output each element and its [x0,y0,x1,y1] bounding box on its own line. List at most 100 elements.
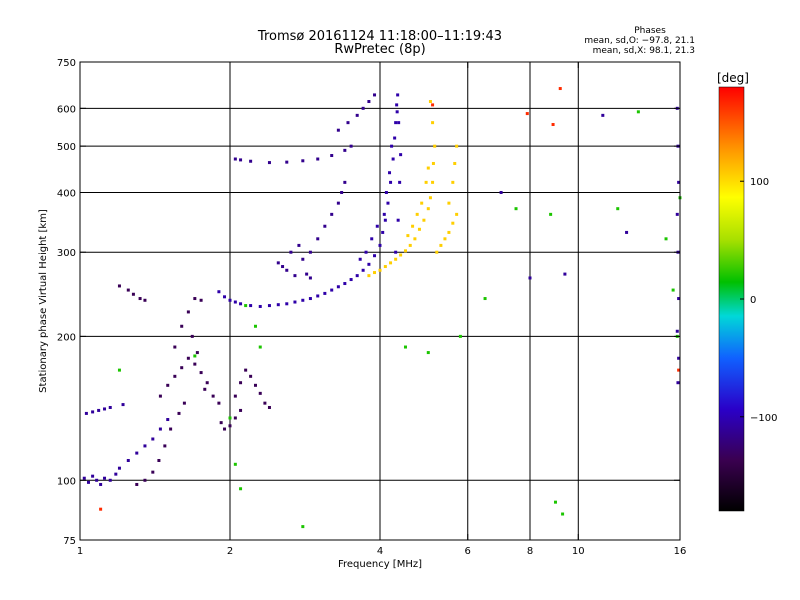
data-point [558,87,562,91]
data-point [483,297,487,301]
data-point [549,212,553,216]
data-point [426,207,430,211]
y-tick-label: 75 [63,536,76,547]
data-point [190,334,194,338]
data-point [253,324,257,328]
data-point [316,294,320,298]
data-point [343,282,347,286]
data-point [406,234,410,238]
data-point [95,478,99,482]
data-point [349,278,353,282]
data-point [114,472,118,476]
data-point [186,310,190,314]
data-point [301,257,305,261]
data-point [413,237,417,241]
data-point [426,166,430,170]
data-point [293,274,297,278]
data-point [399,153,403,157]
data-point [131,292,135,296]
data-point [395,103,399,107]
data-point [233,394,237,398]
data-point [431,180,435,184]
data-point [367,262,371,266]
data-point [388,171,392,175]
colorbar-label: [deg] [717,71,749,85]
data-point [499,190,503,194]
data-point [378,243,382,247]
data-point [253,383,257,387]
data-point [373,271,377,275]
data-point [397,121,401,125]
data-point [193,354,197,358]
data-point [239,381,243,385]
data-point [415,212,419,216]
data-point [239,158,243,162]
data-point [443,237,447,241]
data-point [91,410,95,414]
data-point [323,224,327,228]
data-point [195,351,199,355]
data-point [203,387,207,391]
data-point [289,250,293,254]
data-point [108,478,112,482]
data-point [285,302,289,306]
data-point [84,411,88,415]
data-point [180,366,184,370]
data-point [355,274,359,278]
data-point [671,288,675,292]
data-point [384,190,388,194]
data-point [336,201,340,205]
data-point [424,180,428,184]
data-point [301,298,305,302]
data-point [458,334,462,338]
data-point [336,285,340,289]
data-point [346,121,350,125]
colorbar-tick-label: −100 [750,413,777,424]
data-point [431,103,435,107]
x-tick-label: 6 [465,546,471,557]
data-point [126,288,130,292]
data-point [373,254,377,258]
data-point [244,304,248,308]
data-point [276,303,280,307]
data-point [525,112,529,116]
data-point [158,427,162,431]
data-point [340,190,344,194]
data-point [223,295,227,299]
data-point [233,462,237,466]
data-point [393,136,397,140]
data-point [417,227,421,231]
data-point [239,487,243,491]
data-point [403,345,407,349]
data-point [138,297,142,301]
data-point [205,381,209,385]
data-point [199,371,203,375]
stats-line-o: mean, sd,O: −97.8, 21.1 [584,36,695,46]
data-point [135,482,139,486]
data-point [233,157,237,161]
data-point [249,374,253,378]
data-point [439,243,443,247]
data-point [391,157,395,161]
data-point [433,144,437,148]
data-point [135,451,139,455]
data-point [408,243,412,247]
data-point [367,100,371,104]
data-point [301,159,305,163]
data-point [381,230,385,234]
data-point [426,351,430,355]
data-point [99,507,103,511]
data-point [676,381,680,385]
data-point [182,401,186,405]
data-point [151,470,155,474]
data-point [675,329,679,333]
data-point [398,180,402,184]
data-point [233,300,237,304]
data-point [211,394,215,398]
y-axis-label: Stationary phase Virtual Height [km] [38,209,49,393]
data-point [276,261,280,265]
ticks-layer: 1 2 4 6 8 10 16 75 100 200 300 400 500 600 750 [57,58,686,557]
y-tick-label: 300 [57,248,76,259]
colorbar-tick-label: 100 [750,177,769,188]
